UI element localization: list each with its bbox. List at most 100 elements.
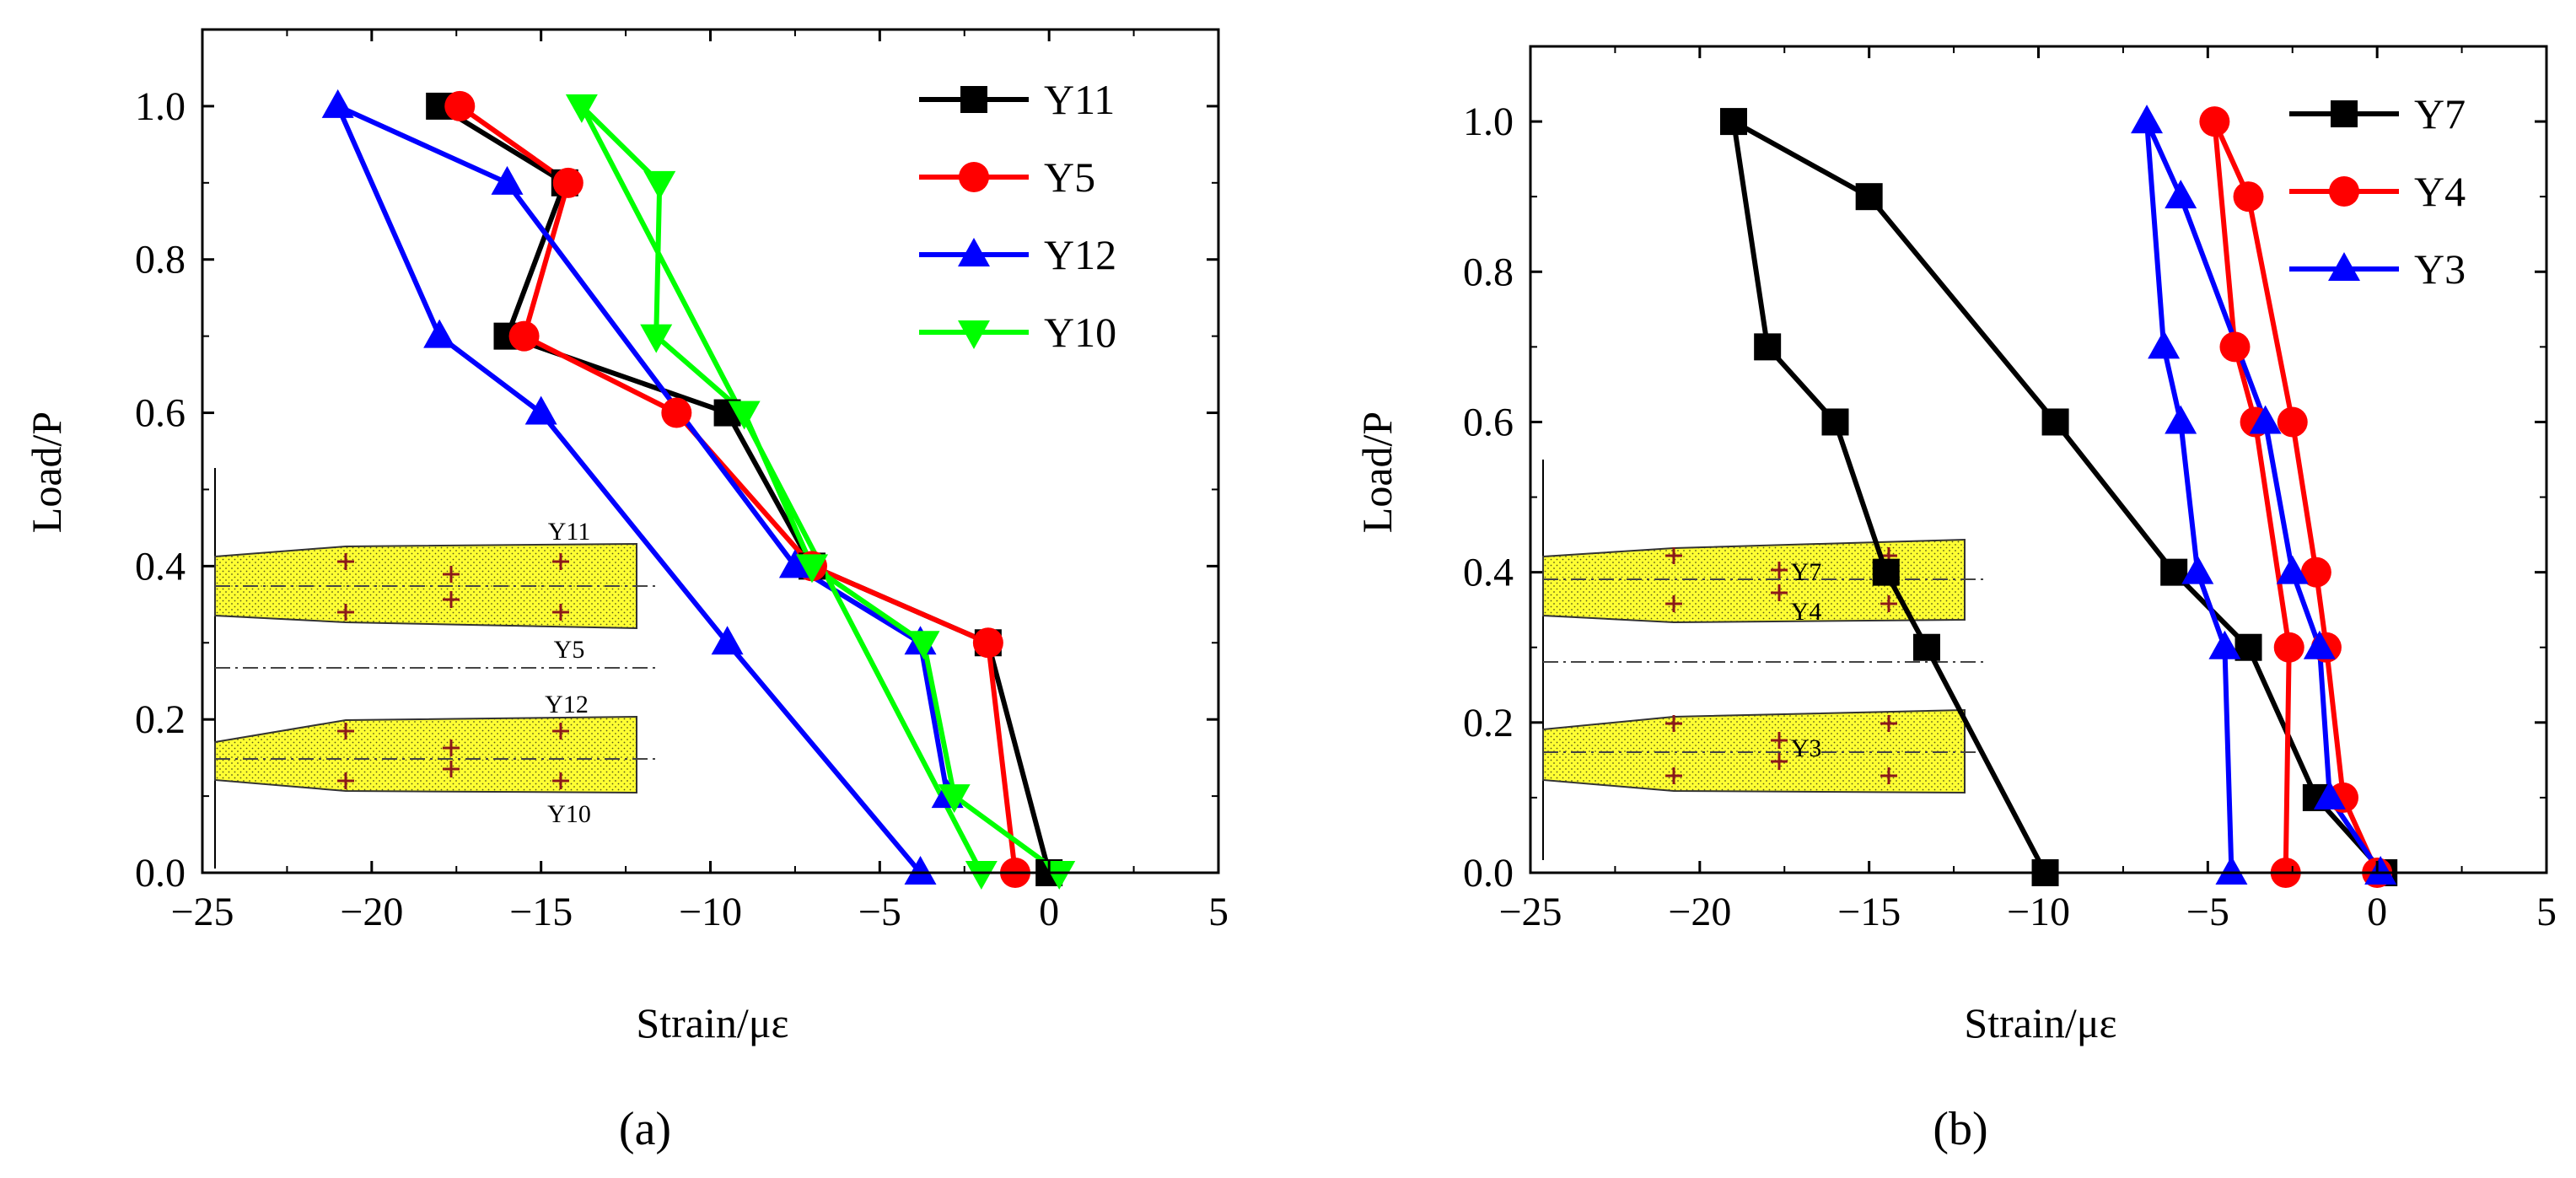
y-tick-label: 0.0	[135, 851, 186, 896]
series-y4-marker-6	[2277, 406, 2308, 438]
series-y3-marker-7	[2249, 405, 2282, 434]
x-tick-label: −15	[1837, 890, 1901, 934]
panel-b-series-markers	[1720, 105, 2398, 888]
x-tick-label: 0	[2367, 890, 2387, 934]
x-tick-label: −5	[2186, 890, 2229, 934]
legend-y10-marker	[958, 320, 990, 349]
legend-y3-marker	[2328, 252, 2360, 281]
series-y3-marker-10	[2313, 780, 2346, 810]
series-y7-marker-9	[2235, 633, 2262, 661]
series-y12-marker-2	[524, 395, 557, 425]
series-y3-marker-3	[2165, 405, 2197, 434]
legend-label-y3: Y3	[2414, 245, 2466, 293]
inset-label-y11: Y11	[548, 518, 591, 546]
series-y4-marker-1	[2273, 632, 2304, 663]
x-tick-label: −20	[1668, 890, 1731, 934]
legend-y7-marker	[2331, 100, 2358, 127]
series-y7-marker-7	[2041, 408, 2069, 436]
y-tick-label: 0.8	[135, 238, 186, 282]
series-y3-marker-0	[2215, 856, 2248, 885]
inset-label-y12: Y12	[545, 691, 589, 718]
y-tick-label: 0.4	[135, 544, 186, 589]
x-tick-label: −10	[679, 890, 742, 934]
series-y3-marker-8	[2276, 555, 2309, 584]
panel-a-x-axis-label: Strain/με	[636, 999, 788, 1046]
series-y5-marker-4	[508, 320, 540, 352]
series-line-y10	[578, 103, 1061, 875]
series-y4-marker-3	[2219, 331, 2251, 363]
inset-label-y10: Y10	[547, 800, 591, 828]
series-y7-marker-1	[1912, 633, 1940, 661]
series-y5-marker-5	[552, 167, 583, 198]
y-tick-label: 0.4	[1463, 551, 1514, 595]
panel-a-label-text: (a)	[619, 1103, 671, 1155]
series-y7-marker-2	[1872, 558, 1900, 586]
x-tick-label: 0	[1039, 890, 1059, 934]
panel-b-label: (b)	[1933, 1103, 1987, 1155]
legend-y11-marker	[960, 86, 987, 113]
legend-y5-marker	[959, 162, 989, 192]
series-y4-marker-5	[2233, 181, 2264, 212]
panel-b-chart: Y7 Y4 Y3 −25 −20 −15 −10 −5 0 5 0.0 0.2 0.4 0.6 0.8…	[1353, 45, 2557, 1155]
legend-label-y4: Y4	[2414, 168, 2466, 215]
inset-label-y4: Y4	[1791, 598, 1822, 626]
inset-label-y3: Y3	[1791, 734, 1822, 762]
series-y7-marker-3	[1821, 408, 1849, 436]
series-y10-marker-7	[565, 94, 598, 123]
x-tick-label: −25	[170, 890, 234, 934]
panel-a-legend: Y11 Y5 Y12 Y10	[919, 76, 1116, 356]
series-y5-marker-6	[444, 90, 476, 121]
legend-label-y11: Y11	[1044, 76, 1115, 123]
series-y12-marker-5	[491, 165, 524, 195]
series-y3-marker-1	[2208, 630, 2241, 659]
series-y3-marker-6	[2165, 180, 2197, 209]
series-y7-marker-4	[1754, 333, 1782, 361]
panel-b-inset-diagram: Y7 Y4 Y3	[1542, 460, 1988, 860]
panel-a-y-axis-label: Load/P	[23, 411, 70, 533]
series-line-y3	[2144, 119, 2383, 874]
x-tick-label: 5	[2536, 890, 2557, 934]
panel-b-y-axis-label: Load/P	[1353, 411, 1401, 533]
series-y4-marker-7	[2300, 557, 2331, 588]
series-y10-marker-5	[640, 324, 673, 353]
legend-y4-marker	[2329, 176, 2359, 207]
series-y10-marker-8	[965, 861, 998, 890]
panel-b-legend: Y7 Y4 Y3	[2289, 90, 2466, 293]
x-tick-label: 5	[1208, 890, 1229, 934]
y-tick-label: 0.6	[135, 391, 186, 436]
x-tick-label: −25	[1498, 890, 1562, 934]
series-y10-marker-3	[796, 554, 828, 584]
series-y7-marker-6	[1855, 183, 1883, 211]
y-tick-label: 0.8	[1463, 250, 1514, 294]
x-tick-label: −10	[2007, 890, 2070, 934]
panel-b-x-axis-label: Strain/με	[1964, 999, 2116, 1046]
panel-a-axes: −25 −20 −15 −10 −5 0 5 0.0 0.2 0.4 0.6 0.8 1.0	[135, 28, 1229, 934]
panel-b-label-text: (b)	[1933, 1103, 1987, 1155]
legend-label-y7: Y7	[2414, 90, 2466, 137]
y-tick-label: 0.2	[135, 697, 186, 742]
panel-b-axes: −25 −20 −15 −10 −5 0 5 0.0 0.2 0.4 0.6 0.8 1.0	[1463, 45, 2557, 934]
y-tick-label: 0.2	[1463, 701, 1514, 745]
inset-label-y7: Y7	[1791, 558, 1822, 586]
legend-label-y12: Y12	[1044, 231, 1116, 278]
series-y5-marker-3	[661, 397, 692, 428]
y-tick-label: 1.0	[1463, 100, 1514, 144]
x-tick-label: −20	[340, 890, 403, 934]
series-y5-marker-1	[972, 627, 1003, 659]
legend-y12-marker	[958, 238, 990, 266]
x-tick-label: −5	[858, 890, 901, 934]
y-tick-label: 0.0	[1463, 851, 1514, 896]
legend-label-y5: Y5	[1044, 153, 1095, 201]
legend-label-y10: Y10	[1044, 309, 1116, 356]
panel-a-label: (a)	[619, 1103, 671, 1155]
series-y4-marker-4	[2199, 106, 2230, 137]
series-line-y4	[2212, 119, 2380, 874]
y-tick-label: 1.0	[135, 84, 186, 129]
inset-label-y5: Y5	[554, 636, 585, 664]
series-y3-marker-9	[2303, 630, 2336, 659]
series-y10-marker-1	[938, 784, 971, 814]
series-y12-marker-1	[711, 626, 744, 655]
series-y3-marker-4	[2148, 330, 2181, 359]
series-y10-marker-0	[1043, 861, 1076, 890]
panel-a-chart: Y11 Y5 Y12 Y10 −25 −20 −15 −10 −5 0 5 0.0 0.2 0.4…	[23, 28, 1229, 1155]
